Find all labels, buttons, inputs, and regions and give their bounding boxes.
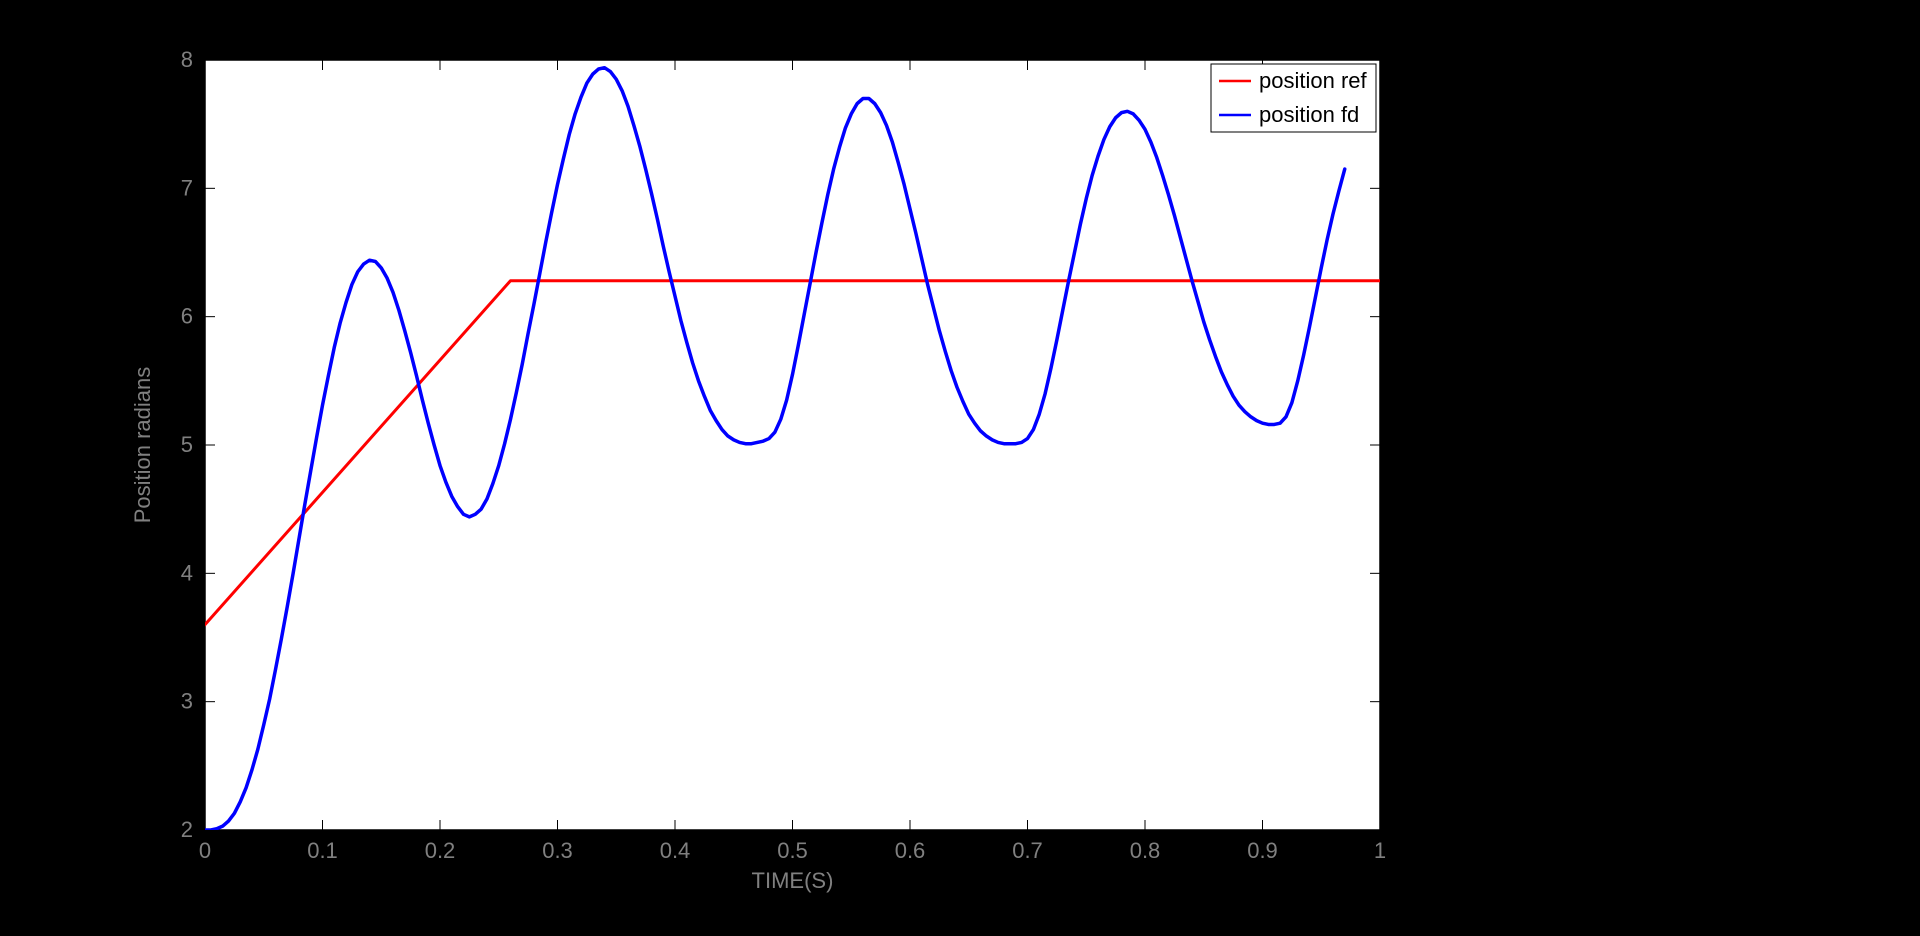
x-tick-label: 0.2 xyxy=(425,838,456,863)
line-chart: 0 0.1 0.2 0.3 0.4 0.5 0.6 0.7 0.8 0.9 1 2 3 4 5 6 7 8 TIME… xyxy=(0,0,1920,936)
x-tick-label: 0 xyxy=(199,838,211,863)
y-tick-label: 4 xyxy=(181,560,193,585)
x-axis-label: TIME(S) xyxy=(752,868,834,893)
y-tick-label: 5 xyxy=(181,432,193,457)
y-axis-label: Position radians xyxy=(130,367,155,524)
x-tick-label: 1 xyxy=(1374,838,1386,863)
y-tick-label: 7 xyxy=(181,175,193,200)
x-tick-label: 0.7 xyxy=(1012,838,1043,863)
y-tick-label: 8 xyxy=(181,47,193,72)
y-tick-label: 6 xyxy=(181,304,193,329)
y-tick-label: 2 xyxy=(181,817,193,842)
plot-area xyxy=(205,60,1380,830)
legend-label: position fd xyxy=(1259,102,1359,127)
x-tick-label: 0.4 xyxy=(660,838,691,863)
x-tick-label: 0.1 xyxy=(307,838,338,863)
legend-label: position ref xyxy=(1259,68,1368,93)
x-tick-label: 0.3 xyxy=(542,838,573,863)
x-tick-label: 0.5 xyxy=(777,838,808,863)
x-tick-label: 0.8 xyxy=(1130,838,1161,863)
y-tick-label: 3 xyxy=(181,689,193,714)
x-tick-label: 0.6 xyxy=(895,838,926,863)
x-tick-label: 0.9 xyxy=(1247,838,1278,863)
